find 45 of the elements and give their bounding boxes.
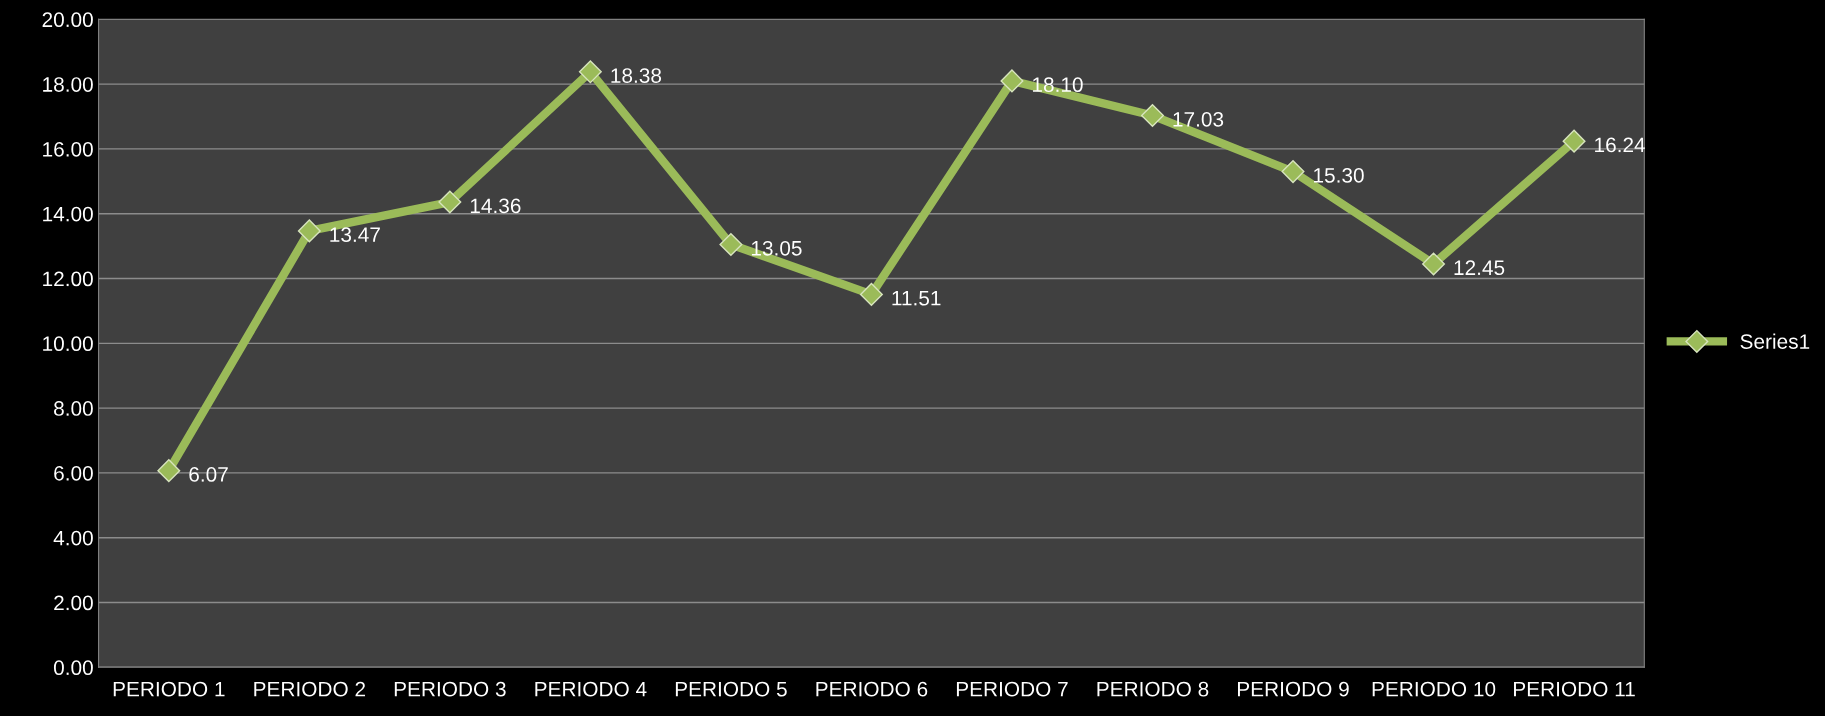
data-label: 13.05 — [751, 240, 802, 256]
data-label: 11.51 — [892, 291, 941, 306]
data-label: 13.47 — [330, 227, 380, 243]
x-tick-label: PERIODO 9 — [1237, 681, 1349, 697]
x-tick-label: PERIODO 5 — [675, 681, 787, 697]
point — [859, 282, 883, 306]
x-tick-label: PERIODO 4 — [535, 681, 647, 697]
point — [1140, 104, 1164, 128]
y-tick-label: 8.00 — [54, 401, 93, 416]
x-tick-label: PERIODO 10 — [1372, 681, 1496, 697]
point — [578, 60, 602, 84]
point — [1562, 129, 1586, 153]
point — [157, 459, 181, 483]
y-tick-label: 2.00 — [54, 595, 93, 611]
data-label: 18.38 — [611, 68, 662, 83]
x-tick-label: PERIODO 7 — [956, 681, 1068, 697]
data-label: 18.10 — [1033, 77, 1083, 93]
x-tick-label: PERIODO 2 — [254, 681, 366, 697]
point — [1422, 252, 1446, 276]
data-label: 6.07 — [189, 467, 228, 482]
data-label: 15.30 — [1314, 168, 1364, 183]
point — [438, 190, 462, 214]
y-tick-label: 18.00 — [43, 77, 93, 92]
x-tick-label: PERIODO 6 — [816, 681, 928, 697]
x-tick-label: PERIODO 3 — [394, 681, 506, 697]
y-tick-label: 0.00 — [53, 660, 93, 676]
legend-label: Series1 — [1740, 333, 1810, 349]
x-tick-label: PERIODO 1 — [113, 681, 225, 697]
y-tick-label: 20.00 — [42, 12, 93, 28]
y-tick-label: 6.00 — [54, 465, 93, 481]
data-label: 14.36 — [470, 198, 521, 214]
y-tick-label: 4.00 — [53, 530, 93, 546]
y-tick-label: 10.00 — [43, 336, 93, 352]
point — [297, 219, 321, 243]
y-tick-label: 14.00 — [43, 206, 93, 222]
point — [1000, 69, 1024, 93]
data-label: 12.45 — [1454, 260, 1505, 276]
data-label: 17.03 — [1173, 111, 1224, 127]
point — [719, 233, 743, 257]
x-tick-label: PERIODO 11 — [1514, 681, 1635, 697]
data-label: 16.24 — [1595, 137, 1646, 153]
x-tick-label: PERIODO 8 — [1097, 681, 1209, 697]
y-tick-label: 16.00 — [43, 141, 93, 157]
y-tick-label: 12.00 — [43, 271, 93, 287]
point — [1281, 160, 1305, 184]
